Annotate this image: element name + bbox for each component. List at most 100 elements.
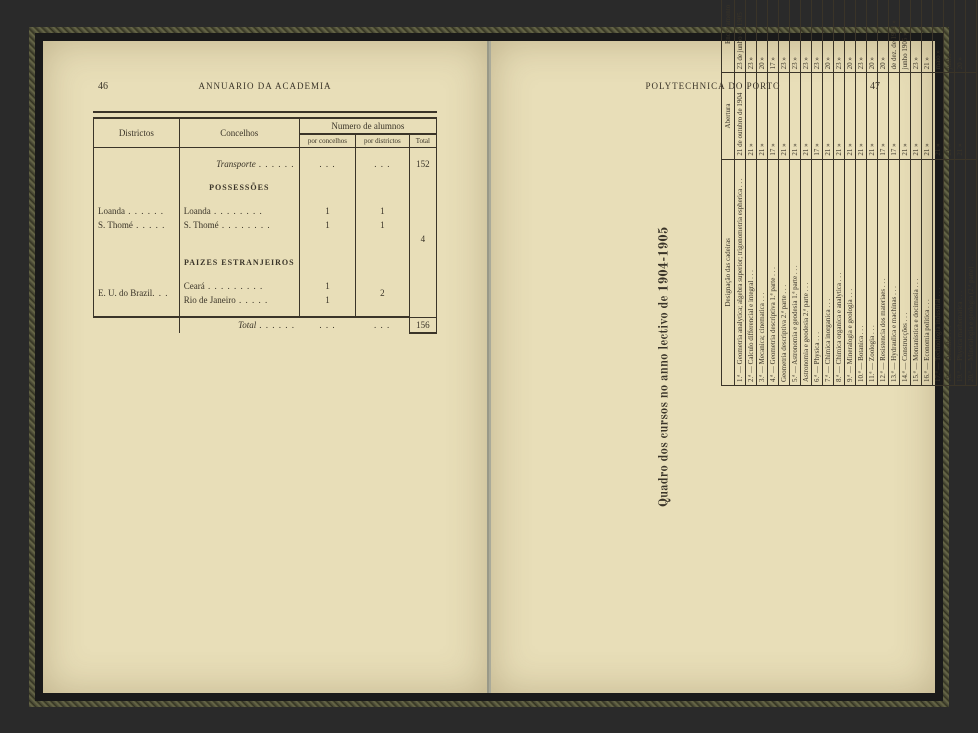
abertura-cell: 21 de outubro de 1904	[735, 72, 746, 158]
cadeira-cell: Geometria descriptiva 2.ª parte . . .	[779, 159, 790, 385]
course-row: 1.ª — Geometria analytica; algebra super…	[735, 0, 746, 385]
cadeira-cell: 7.ª — Chimica inorganica . . .	[823, 159, 834, 385]
pc-cell: 1	[299, 279, 355, 293]
th-numero: Numero de alumnos	[299, 118, 436, 134]
th-encerramento: Encerramento	[722, 0, 735, 72]
encerramento-cell: 20 »	[845, 0, 856, 72]
course-row: 8.ª — Chimica organica e analytica . . .…	[834, 0, 845, 385]
cadeira-cell: 10.ª — Botanica . . .	[856, 159, 867, 385]
cadeira-cell: 6.ª — Physica . . .	[812, 159, 823, 385]
book-spread: 46 ANNUARIO DA ACADEMIA Districtos Conce…	[29, 27, 949, 707]
districto-cell: S. Thomé	[98, 220, 133, 230]
abertura-cell: 21 »	[867, 72, 878, 158]
abertura-cell: 21 »	[757, 72, 768, 158]
abertura-cell: 21 »	[845, 72, 856, 158]
transporte-value: 152	[409, 157, 436, 171]
cadeira-cell: 17.ª — Technologia industrial . . .	[933, 159, 944, 385]
encerramento-cell: 20 »	[878, 0, 889, 72]
encerramento-cell: 23 »	[779, 0, 790, 72]
th-designacao: Designação das cadeiras	[722, 159, 735, 385]
table-row: E. U. do Brazil. . . Ceará . . . . . . .…	[94, 279, 437, 293]
cadeira-cell: 2.ª — Calculo differencial e integral . …	[746, 159, 757, 385]
cadeira-cell: 15.ª — Montanistica e docimasia . . .	[911, 159, 922, 385]
cadeira-cell: 20.ª — Mineralogia e geologia (2.ª parte…	[966, 159, 977, 385]
th-districtos: Districtos	[94, 118, 180, 148]
districto-cell: E. U. do Brazil	[98, 288, 152, 298]
pc-cell: 1	[299, 218, 355, 232]
concelho-cell: Rio de Janeiro	[184, 295, 236, 305]
course-row: 4.ª — Geometria descriptiva 1.ª parte . …	[768, 0, 779, 385]
cadeira-cell: 11.ª — Zoologia . . .	[867, 159, 878, 385]
encerramento-cell: 17 »	[768, 0, 779, 72]
encerramento-cell: de dez. de 1904 »	[889, 0, 900, 72]
table-row: Loanda . . . . . . Loanda . . . . . . . …	[94, 204, 437, 218]
abertura-cell: 21 »	[823, 72, 834, 158]
courses-table: Designação das cadeiras Abertura Encerra…	[721, 0, 977, 386]
course-row: 9.ª — Mineralogia e geologia . . .21 »20…	[845, 0, 856, 385]
abertura-cell: 21 »	[834, 72, 845, 158]
encerramento-cell	[966, 0, 977, 72]
encerramento-cell: 21 »	[922, 0, 933, 72]
encerramento-cell: 23 »	[790, 0, 801, 72]
encerramento-cell: 23 »	[911, 0, 922, 72]
pc-cell: 1	[299, 293, 355, 307]
section-possessoes: POSSESSÕES	[179, 181, 299, 194]
course-row: 13.ª — Hydraulica e machinas . . .17 »de…	[889, 0, 900, 385]
abertura-cell: 17 »	[878, 72, 889, 158]
encerramento-cell: 20 »	[867, 0, 878, 72]
pd-cell: 1	[356, 218, 410, 232]
cadeira-cell: 1.ª — Geometria analytica; algebra super…	[735, 159, 746, 385]
course-row: 17.ª — Technologia industrial . . .21 »m…	[933, 0, 944, 385]
course-row: 10.ª — Botanica . . .21 »23 »232 h.6	[856, 0, 867, 385]
running-head-left: ANNUARIO DA ACADEMIA	[93, 81, 437, 91]
section-paizes: PAIZES ESTRANJEIROS	[179, 256, 299, 269]
course-row: 18.ª — Desenho . . .21 »junho »782 h.6	[944, 0, 955, 385]
total-row: Total . . . . . . . . . . . . 156	[94, 317, 437, 333]
cadeira-cell: 3.ª — Mecanica; cinematica . . .	[757, 159, 768, 385]
cadeira-cell: 12.ª — Resistencia dos materiaes . . .	[878, 159, 889, 385]
abertura-cell: 21 »	[922, 72, 933, 158]
course-row: 3.ª — Mecanica; cinematica . . .21 »20 »…	[757, 0, 768, 385]
transporte-row: Transporte . . . . . . . . . . . . 152	[94, 157, 437, 171]
abertura-cell: 21 »	[746, 72, 757, 158]
abertura-cell: 21 »	[801, 72, 812, 158]
abertura-cell: 21 »	[900, 72, 911, 158]
encerramento-cell: maio »	[933, 0, 944, 72]
pd-cell: 2	[356, 279, 410, 307]
students-table: Districtos Concelhos Numero de alumnos p…	[93, 117, 437, 334]
course-row: 20.ª — Mineralogia e geologia (2.ª parte…	[966, 0, 977, 385]
concelho-cell: S. Thomé	[184, 220, 219, 230]
course-row: 19.ª — Physica mathematica . . .21 »20 »	[955, 0, 966, 385]
pc-cell: 1	[299, 204, 355, 218]
th-pc: por concelhos	[299, 134, 355, 148]
right-page: 47 POLYTECHNICA DO PORTO Quadro dos curs…	[489, 41, 935, 693]
courses-table-title: Quadro dos cursos no anno lectivo de 190…	[657, 226, 673, 507]
course-row: 11.ª — Zoologia . . .21 »20 »802 h.6	[867, 0, 878, 385]
course-row: 14.ª — Construcções . . .21 »junho 1905 …	[900, 0, 911, 385]
course-row: 7.ª — Chimica inorganica . . .21 »20 »85…	[823, 0, 834, 385]
abertura-cell: 17 »	[889, 72, 900, 158]
courses-table-wrap: Designação das cadeiras Abertura Encerra…	[721, 0, 977, 386]
abertura-cell: 21 »	[933, 72, 944, 158]
cadeira-cell: 4.ª — Geometria descriptiva 1.ª parte . …	[768, 159, 779, 385]
encerramento-cell: junho 1905 »	[900, 0, 911, 72]
encerramento-cell: 23 »	[801, 0, 812, 72]
cadeira-cell: 14.ª — Construcções . . .	[900, 159, 911, 385]
encerramento-cell: 20 »	[823, 0, 834, 72]
cadeira-cell: 16.ª — Economia politica . . .	[922, 159, 933, 385]
possessoes-subtotal: 4	[409, 232, 436, 246]
course-row: 5.ª — Astronomia e geodesia 1.ª parte . …	[790, 0, 801, 385]
concelho-cell: Ceará	[184, 281, 205, 291]
total-label: Total	[238, 320, 256, 330]
left-page: 46 ANNUARIO DA ACADEMIA Districtos Conce…	[43, 41, 489, 693]
th-abertura: Abertura	[722, 72, 735, 158]
course-row: Astronomia e geodesia 2.ª parte . . .21 …	[801, 0, 812, 385]
th-pd: por districtos	[356, 134, 410, 148]
transporte-label: Transporte	[216, 159, 256, 169]
table-row: S. Thomé . . . . . S. Thomé . . . . . . …	[94, 218, 437, 232]
encerramento-cell: 23 »	[834, 0, 845, 72]
course-row: 2.ª — Calculo differencial e integral . …	[746, 0, 757, 385]
cadeira-cell: 8.ª — Chimica organica e analytica . . .	[834, 159, 845, 385]
abertura-cell: 21 »	[779, 72, 790, 158]
abertura-cell	[966, 72, 977, 158]
